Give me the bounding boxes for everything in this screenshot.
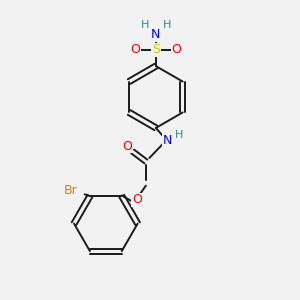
Text: H: H xyxy=(163,20,171,30)
Text: Br: Br xyxy=(64,184,78,197)
Text: H: H xyxy=(175,130,184,140)
Text: H: H xyxy=(140,20,149,30)
Text: N: N xyxy=(151,28,160,41)
Text: S: S xyxy=(152,44,160,56)
Text: N: N xyxy=(162,134,172,147)
Text: O: O xyxy=(172,44,182,56)
Text: O: O xyxy=(130,44,140,56)
Text: O: O xyxy=(122,140,132,153)
Text: O: O xyxy=(132,193,142,206)
